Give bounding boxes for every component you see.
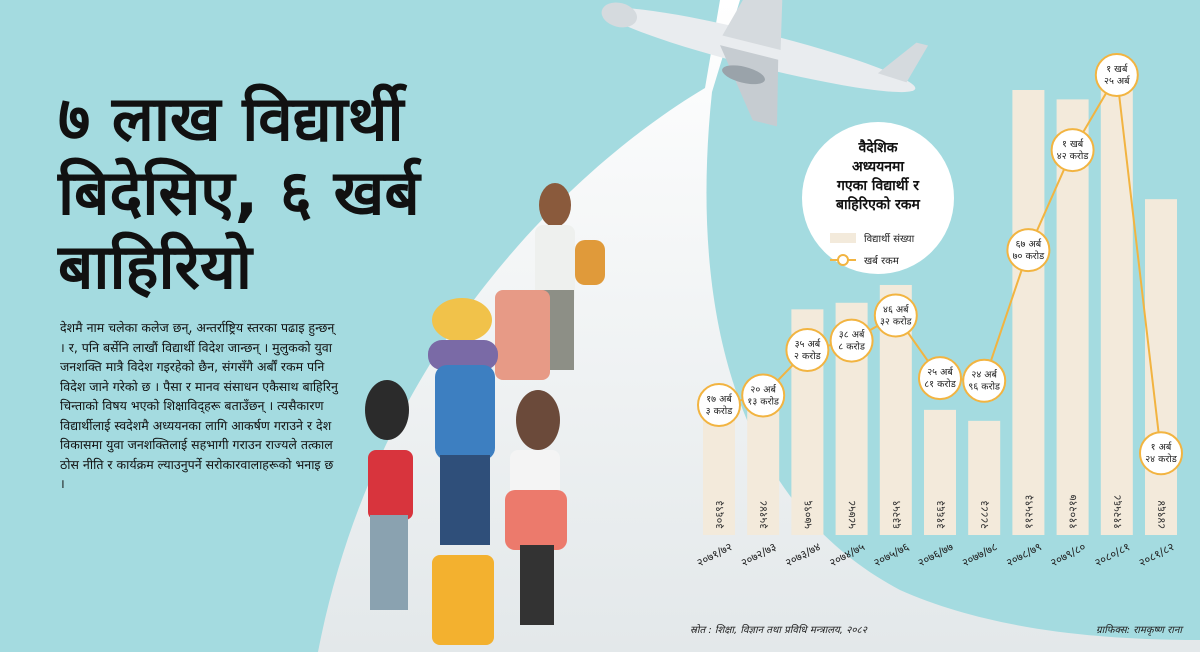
money-label-line: ३८ अर्ब [839,329,866,341]
money-label-line: २ करोड [794,350,822,362]
airplane [601,0,929,127]
bar [924,409,956,535]
bar-value-label: ११०२१७ [1067,494,1080,529]
money-label-line: १ खर्ब [1062,138,1084,150]
headline: बिदेसिए, ६ खर्ब [58,156,420,229]
chart-title: वैदेशिक [857,139,898,156]
money-label-line: ७० करोड [1013,250,1046,262]
money-label: १ अर्ब २४ करोड [1145,441,1178,465]
bar-value-label: ३०६९३ [713,500,726,529]
money-marker [1139,431,1183,476]
money-label-line: ६७ अर्ब [1016,238,1043,250]
money-label: १७ अर्ब ३ करोड [706,393,734,417]
bar [968,420,1001,535]
money-label-line: ९६ करोड [968,381,1001,393]
bar-value-label: ५८७५८ [846,500,859,529]
bar [747,396,780,535]
money-label: २४ अर्ब ९६ करोड [968,369,1001,393]
money-label-line: २५ अर्ब [927,366,954,378]
money-marker [829,318,874,363]
legend-swatch [830,233,856,243]
money-label: ६७ अर्ब ७० करोड [1013,238,1046,262]
money-label-line: ४२ करोड [1057,150,1090,162]
money-label: १ खर्ब ४२ करोड [1057,138,1090,162]
chart-title: अध्ययनमा [852,159,905,175]
money-marker [785,327,830,372]
money-label-line: ८१ करोड [924,378,957,390]
travellers [365,183,605,645]
money-marker [1094,53,1139,97]
bar-value-label: ८४९६४ [1155,500,1168,529]
money-label-line: २४ करोड [1145,453,1178,465]
legend-swatch [837,254,849,266]
bar-value-label: ३१६६३ [934,500,947,529]
money-marker [741,373,786,418]
money-marker [1050,128,1095,173]
money-label-line: २० अर्ब [750,383,777,395]
bar-value-label: २८८८३ [978,500,991,529]
money-label-line: २५ अर्ब [1104,75,1131,87]
money-marker [918,356,962,401]
money-label-line: ३५ अर्ब [795,338,822,350]
bar-value-label: ५७०९६ [801,500,814,529]
money-label: १ खर्ब २५ अर्ब [1104,63,1131,87]
headline: बाहिरियो [58,230,252,303]
money-marker [697,382,741,427]
source: स्रोत : शिक्षा, विज्ञान तथा प्रविधि मन्त… [690,624,868,636]
credit: ग्राफिक्स: रामकृष्ण राना [1096,624,1184,636]
bar [703,413,735,535]
money-label-line: ३ करोड [706,405,734,417]
headline: ७ लाख विद्यार्थी [58,82,404,155]
money-label-line: १ अर्ब [1151,441,1173,453]
money-marker [962,358,1007,403]
money-marker [1006,228,1051,273]
legend-label: विद्यार्थी संख्या [864,233,915,245]
money-label: ४६ अर्ब ३२ करोड [880,303,913,327]
money-label-line: १३ करोड [747,395,780,407]
money-label: ३८ अर्ब ८ करोड [838,329,866,353]
bar-value-label: ६३२५९ [890,500,903,529]
money-label-line: १७ अर्ब [706,393,733,405]
chart-title: बाहिरिएको रकम [835,196,921,213]
bar [1145,199,1177,536]
bar-value-label: ११२५९३ [1022,495,1035,529]
money-label-line: १ खर्ब [1106,63,1128,75]
money-label-line: ८ करोड [838,341,866,353]
bar [1012,90,1045,535]
money-marker [873,293,918,338]
bar-value-label: ११२५६८ [1111,494,1124,529]
chart-title: गएका विद्यार्थी र [836,177,920,194]
money-label-line: ३२ करोड [880,315,913,327]
money-label: २० अर्ब १३ करोड [747,383,780,407]
money-label: २५ अर्ब ८१ करोड [924,366,957,390]
bar-value-label: ३५१४८ [757,500,770,529]
bar [1100,90,1133,535]
money-label-line: २४ अर्ब [971,369,998,381]
legend-label: खर्ब रकम [864,255,900,267]
money-label: ३५ अर्ब २ करोड [794,338,822,362]
money-label-line: ४६ अर्ब [883,303,910,315]
body-text: देशमै नाम चलेका कलेज छन्, अन्तर्राष्ट्रि… [60,320,338,491]
